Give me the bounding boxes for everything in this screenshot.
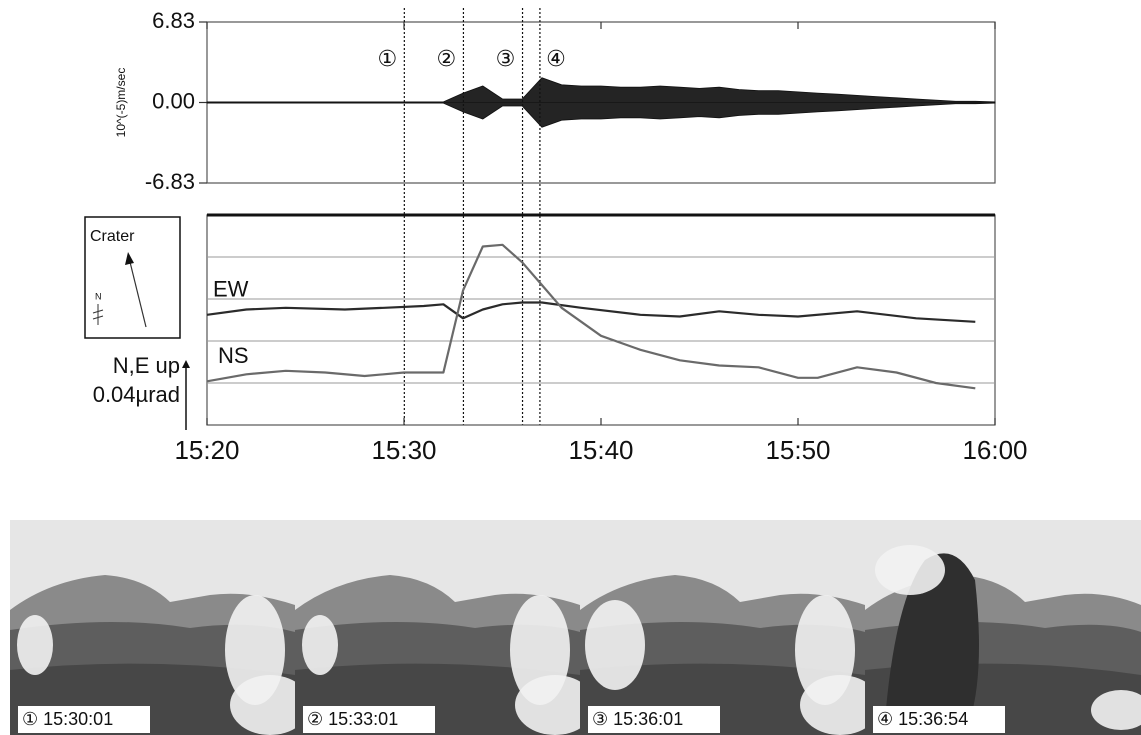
camera-photo: ② 15:33:01 — [295, 520, 595, 735]
y-tick-label: 0.00 — [152, 88, 195, 113]
photo-steam — [875, 545, 945, 595]
y-tick-label: -6.83 — [145, 169, 195, 194]
series-label: EW — [213, 277, 249, 302]
y-tick-label: 6.83 — [152, 8, 195, 33]
x-tick-label: 15:40 — [568, 435, 633, 465]
photo-caption: ④ 15:36:54 — [877, 709, 968, 729]
photo-caption: ③ 15:36:01 — [592, 709, 683, 729]
event-marker-label: ④ — [546, 46, 566, 71]
camera-photo: ① 15:30:01 — [10, 520, 310, 735]
series-label: NS — [218, 343, 249, 368]
x-tick-label: 15:30 — [371, 435, 436, 465]
camera-photo: ④ 15:36:54 — [865, 520, 1141, 735]
event-marker-label: ③ — [496, 46, 516, 71]
x-tick-label: 15:50 — [765, 435, 830, 465]
camera-photo: ③ 15:36:01 — [580, 520, 880, 735]
y-axis-label: 10^(-5)m/sec — [114, 68, 128, 138]
x-tick-label: 16:00 — [962, 435, 1027, 465]
photo-caption: ① 15:30:01 — [22, 709, 113, 729]
scale-bar-label: 0.04µrad — [93, 382, 180, 407]
photo-caption: ② 15:33:01 — [307, 709, 398, 729]
photo-steam — [17, 615, 53, 675]
photo-steam — [585, 600, 645, 690]
event-marker-label: ① — [377, 46, 397, 71]
photo-steam — [302, 615, 338, 675]
x-tick-label: 15:20 — [174, 435, 239, 465]
event-marker-label: ② — [437, 46, 457, 71]
scale-bar-label: N,E up — [113, 353, 180, 378]
inset-label: Crater — [90, 228, 135, 245]
north-label: N — [95, 291, 102, 301]
